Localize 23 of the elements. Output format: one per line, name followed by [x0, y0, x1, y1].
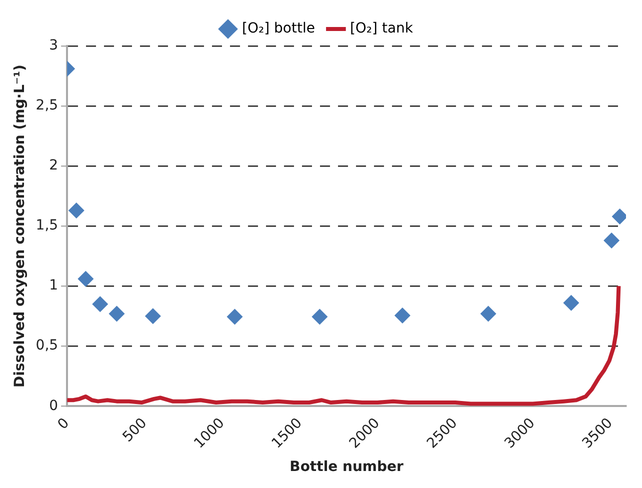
point — [394, 307, 410, 324]
point — [480, 306, 496, 322]
point — [604, 232, 620, 248]
y-tick-label: 3 — [49, 38, 58, 54]
legend-label: [O₂] bottle — [242, 20, 315, 37]
y-tick-label: 0,5 — [36, 338, 58, 354]
y-tick-label: 2,5 — [36, 98, 58, 114]
point — [92, 296, 108, 312]
point — [563, 294, 580, 311]
point — [78, 270, 94, 287]
point — [312, 308, 328, 325]
point — [68, 202, 84, 218]
y-tick-label: 2 — [49, 158, 58, 174]
point — [144, 308, 161, 324]
x-axis-title: Bottle number — [290, 459, 404, 476]
y-tick-label: 1,5 — [36, 218, 58, 234]
x-tick-label: 500 — [120, 415, 150, 446]
y-tick-label: 1 — [49, 278, 58, 294]
point — [108, 306, 125, 322]
point — [226, 308, 243, 325]
y-axis-title: Dissolved oxygen concentration (mg·L⁻¹) — [12, 64, 28, 388]
legend-label: [O₂] tank — [350, 20, 414, 37]
y-tick-label: 0 — [49, 398, 58, 414]
